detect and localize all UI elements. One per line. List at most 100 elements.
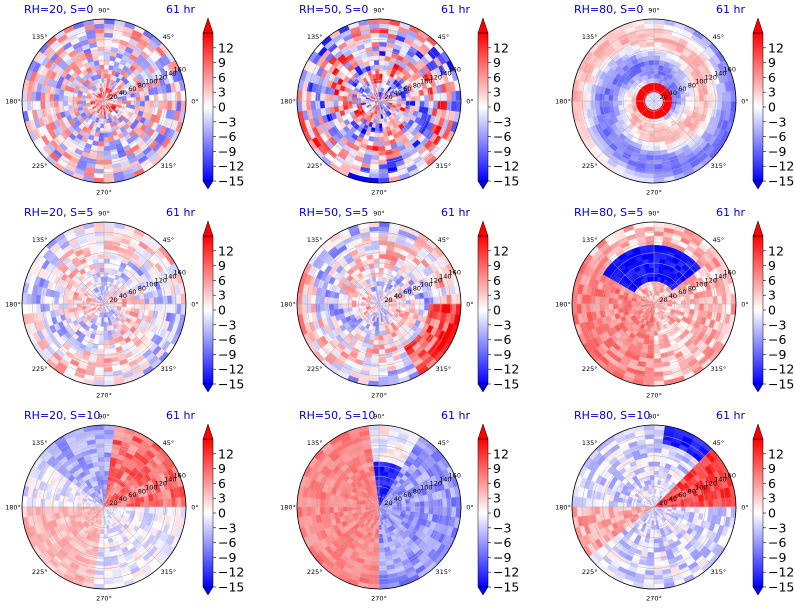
angle-tick-label: 225° <box>32 365 48 373</box>
angle-tick-label: 270° <box>371 189 387 197</box>
heatmap-cell <box>707 93 714 102</box>
heatmap-cell <box>319 93 326 102</box>
heatmap-cell <box>378 141 386 147</box>
heatmap-cell <box>144 303 150 311</box>
colorbar-fill <box>202 235 214 385</box>
heatmap-cell <box>653 64 660 70</box>
heatmap-cell <box>599 93 605 102</box>
heatmap-cell <box>103 168 114 175</box>
heatmap-cell <box>144 94 150 102</box>
heatmap-cell <box>103 136 110 143</box>
heatmap-cell <box>653 141 661 147</box>
angle-tick-label: 225° <box>307 365 323 373</box>
heatmap-cell <box>26 293 32 305</box>
heatmap-cell <box>342 100 348 107</box>
heatmap-cell <box>103 41 112 48</box>
heatmap-cell <box>71 299 78 305</box>
heatmap-cell <box>324 296 330 305</box>
colorbar-tick-label: 9 <box>218 258 226 273</box>
heatmap-cell <box>337 95 344 102</box>
heatmap-cell <box>373 64 380 70</box>
heatmap-cell <box>371 46 380 52</box>
heatmap-cell <box>378 154 387 161</box>
colorbar-tick-label: −12 <box>768 159 794 174</box>
heatmap-cell <box>342 298 348 305</box>
heatmap-cell <box>103 258 111 264</box>
heatmap-cell <box>647 141 655 147</box>
heatmap-cell <box>103 55 111 61</box>
heatmap-cell <box>30 294 37 305</box>
angle-tick-label: 45° <box>438 33 450 41</box>
heatmap-cell <box>648 64 655 70</box>
heatmap-cell <box>726 100 732 112</box>
heatmap-cell <box>423 94 430 102</box>
heatmap-cell <box>117 100 123 104</box>
colorbar-tick-label: 0 <box>493 100 501 115</box>
heatmap-cell <box>176 90 182 102</box>
angle-tick-label: 45° <box>163 236 175 244</box>
heatmap-cell <box>26 90 32 102</box>
heatmap-cell <box>333 303 339 311</box>
heatmap-cell <box>374 127 380 134</box>
heatmap-cell <box>378 150 387 156</box>
radial-tick-label: 60 <box>403 288 411 296</box>
colorbar-tick-label: 3 <box>493 85 501 100</box>
heatmap-cell <box>647 55 655 61</box>
heatmap-cell <box>667 303 673 307</box>
colorbar-extend-max <box>752 17 764 34</box>
heatmap-cell <box>157 100 164 109</box>
heatmap-cell <box>401 303 407 308</box>
heatmap-cell <box>166 100 173 111</box>
colorbar-tick-label: −3 <box>768 114 786 129</box>
heatmap-cell <box>94 366 105 373</box>
heatmap-cell <box>621 96 628 102</box>
colorbar-tick-label: 0 <box>218 100 226 115</box>
heatmap-cell <box>103 46 112 52</box>
heatmap-cell <box>378 339 385 346</box>
heatmap-cell <box>653 136 660 143</box>
heatmap-cell <box>703 100 709 109</box>
colorbar-tick-label: 6 <box>493 273 501 288</box>
heatmap-cell <box>100 123 105 129</box>
heatmap-cell <box>103 357 112 364</box>
heatmap-cell <box>378 262 385 269</box>
colorbar-tick-label: 3 <box>218 288 226 303</box>
panel-title: RH=20, S=5 <box>24 206 93 219</box>
heatmap-cell <box>617 298 623 305</box>
heatmap-cell <box>26 100 32 112</box>
heatmap-cell <box>617 95 623 102</box>
heatmap-cell <box>608 94 614 102</box>
angle-tick-label: 0° <box>741 98 748 106</box>
angle-tick-label: 0° <box>466 301 473 309</box>
heatmap-cell <box>369 230 380 237</box>
heatmap-cell <box>644 32 655 39</box>
heatmap-cell <box>653 271 659 278</box>
colorbar-extend-min <box>202 180 214 190</box>
heatmap-cell <box>419 94 425 102</box>
heatmap-cell <box>58 297 64 305</box>
heatmap-cell <box>328 297 335 305</box>
panel-title: RH=20, S=0 <box>24 3 93 16</box>
heatmap-cell <box>653 73 658 79</box>
heatmap-cell <box>685 298 691 305</box>
heatmap-cell <box>378 46 387 52</box>
colorbar-tick-label: −9 <box>493 347 511 362</box>
heatmap-cell <box>53 303 60 311</box>
heatmap-cell <box>378 163 389 170</box>
colorbar-tick-label: 3 <box>493 288 501 303</box>
heatmap-cell <box>369 168 380 175</box>
heatmap-cell <box>176 293 182 305</box>
heatmap-cell <box>441 294 448 305</box>
heatmap-cell <box>103 82 107 88</box>
colorbar-tick-label: 12 <box>768 40 784 55</box>
colorbar-tick-label: 12 <box>218 40 234 55</box>
heatmap-cell <box>378 258 386 264</box>
colorbar-tick-label: 9 <box>768 55 776 70</box>
heatmap-cell <box>62 100 69 107</box>
colorbar-extend-min <box>202 383 214 393</box>
heatmap-cell <box>716 91 723 102</box>
heatmap-cell <box>680 303 687 309</box>
heatmap-cell <box>103 150 112 156</box>
